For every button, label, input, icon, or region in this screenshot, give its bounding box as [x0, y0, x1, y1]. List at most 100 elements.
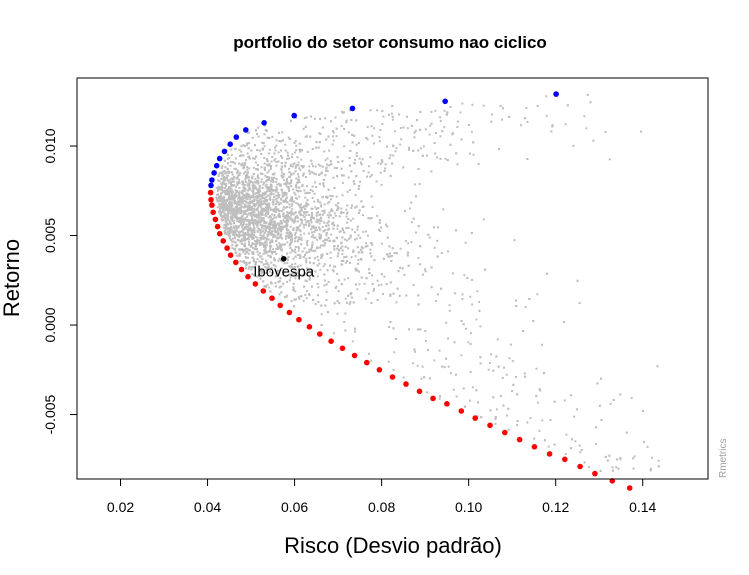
random-portfolio-point	[362, 170, 365, 172]
random-portfolio-point	[332, 227, 335, 230]
random-portfolio-point	[257, 205, 260, 208]
random-portfolio-point	[358, 209, 361, 212]
random-portfolio-point	[330, 120, 332, 123]
random-portfolio-point	[570, 394, 573, 397]
random-portfolio-point	[376, 109, 379, 112]
random-portfolio-point	[475, 318, 478, 321]
random-portfolio-point	[446, 111, 449, 114]
random-portfolio-point	[389, 255, 392, 258]
random-portfolio-point	[252, 224, 255, 227]
random-portfolio-point	[305, 202, 308, 204]
random-portfolio-point	[278, 225, 281, 228]
efficient_frontier_lower-point	[210, 209, 216, 216]
random-portfolio-point	[371, 274, 374, 277]
random-portfolio-point	[228, 208, 231, 211]
random-portfolio-point	[252, 184, 255, 187]
random-portfolio-point	[238, 148, 241, 151]
random-portfolio-point	[218, 203, 221, 206]
random-portfolio-point	[260, 213, 263, 216]
random-portfolio-point	[308, 256, 311, 259]
random-portfolio-point	[242, 250, 245, 253]
random-portfolio-point	[241, 248, 244, 251]
random-portfolio-point	[278, 210, 281, 213]
random-portfolio-point	[288, 176, 291, 179]
random-portfolio-point	[273, 159, 276, 162]
random-portfolio-point	[233, 176, 236, 178]
random-portfolio-point	[343, 256, 346, 259]
random-portfolio-point	[246, 144, 249, 146]
random-portfolio-point	[223, 214, 225, 217]
random-portfolio-point	[348, 237, 351, 240]
efficient_frontier_lower-point	[339, 345, 346, 352]
random-portfolio-point	[218, 210, 221, 213]
random-portfolio-point	[303, 285, 306, 288]
random-portfolio-point	[413, 136, 416, 139]
random-portfolio-point	[304, 279, 307, 282]
random-portfolio-point	[455, 373, 457, 376]
random-portfolio-point	[242, 218, 245, 221]
random-portfolio-point	[290, 185, 293, 188]
random-portfolio-point	[354, 206, 357, 209]
random-portfolio-point	[303, 205, 306, 208]
random-portfolio-point	[344, 261, 347, 264]
random-portfolio-point	[268, 188, 270, 191]
random-portfolio-point	[280, 210, 283, 213]
random-portfolio-point	[283, 220, 286, 223]
random-portfolio-point	[354, 327, 357, 330]
random-portfolio-point	[224, 206, 227, 209]
random-portfolio-point	[277, 259, 280, 262]
random-portfolio-point	[565, 433, 568, 436]
random-portfolio-point	[646, 445, 649, 448]
random-portfolio-point	[273, 216, 276, 219]
random-portfolio-point	[298, 211, 301, 214]
random-portfolio-point	[243, 249, 246, 252]
random-portfolio-point	[301, 166, 304, 169]
random-portfolio-point	[345, 215, 348, 218]
random-portfolio-point	[471, 303, 474, 306]
random-portfolio-point	[369, 109, 372, 112]
random-portfolio-point	[576, 279, 579, 282]
random-portfolio-point	[406, 251, 409, 254]
random-portfolio-point	[280, 198, 283, 201]
random-portfolio-point	[512, 383, 515, 386]
random-portfolio-point	[247, 237, 250, 240]
random-portfolio-point	[524, 306, 527, 308]
random-portfolio-point	[471, 103, 474, 106]
random-portfolio-point	[292, 272, 295, 275]
random-portfolio-point	[316, 198, 319, 201]
random-portfolio-point	[257, 227, 260, 230]
random-portfolio-point	[414, 129, 417, 132]
random-portfolio-point	[293, 212, 296, 214]
random-portfolio-point	[391, 254, 393, 257]
random-portfolio-point	[380, 226, 383, 229]
random-portfolio-point	[251, 211, 254, 214]
random-portfolio-point	[470, 332, 472, 335]
random-portfolio-point	[318, 236, 321, 239]
random-portfolio-point	[253, 274, 256, 277]
random-portfolio-point	[286, 157, 289, 160]
random-portfolio-point	[612, 399, 615, 401]
random-portfolio-point	[321, 253, 324, 256]
random-portfolio-point	[225, 213, 228, 216]
random-portfolio-point	[287, 220, 289, 223]
random-portfolio-point	[265, 180, 268, 183]
random-portfolio-point	[263, 242, 266, 244]
random-portfolio-point	[380, 273, 383, 276]
random-portfolio-point	[248, 142, 251, 145]
random-portfolio-point	[243, 218, 246, 221]
random-portfolio-point	[256, 220, 258, 223]
random-portfolio-point	[336, 167, 338, 169]
random-portfolio-point	[329, 257, 332, 259]
random-portfolio-point	[250, 235, 253, 238]
random-portfolio-point	[268, 136, 271, 139]
random-portfolio-point	[445, 321, 448, 324]
random-portfolio-point	[246, 189, 249, 192]
random-portfolio-point	[487, 368, 490, 371]
efficient_frontier_lower-point	[260, 288, 267, 294]
random-portfolio-point	[254, 222, 256, 225]
random-portfolio-point	[227, 162, 229, 165]
random-portfolio-point	[267, 194, 270, 197]
random-portfolio-point	[356, 269, 359, 272]
random-portfolio-point	[247, 252, 250, 255]
random-portfolio-point	[270, 167, 272, 170]
